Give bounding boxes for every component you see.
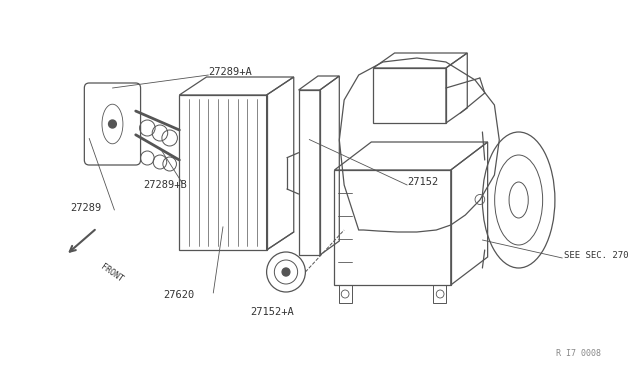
Text: 27152: 27152 — [407, 177, 438, 187]
Text: SEE SEC. 270: SEE SEC. 270 — [564, 251, 628, 260]
Circle shape — [282, 268, 290, 276]
Circle shape — [109, 120, 116, 128]
Text: 27289+A: 27289+A — [209, 67, 252, 77]
Text: 27289+B: 27289+B — [143, 180, 188, 190]
Text: FRONT: FRONT — [99, 262, 125, 284]
Text: 27289: 27289 — [70, 203, 101, 213]
Text: 27152+A: 27152+A — [250, 307, 294, 317]
Text: 27620: 27620 — [163, 290, 194, 300]
Text: R I7 0008: R I7 0008 — [556, 349, 601, 358]
